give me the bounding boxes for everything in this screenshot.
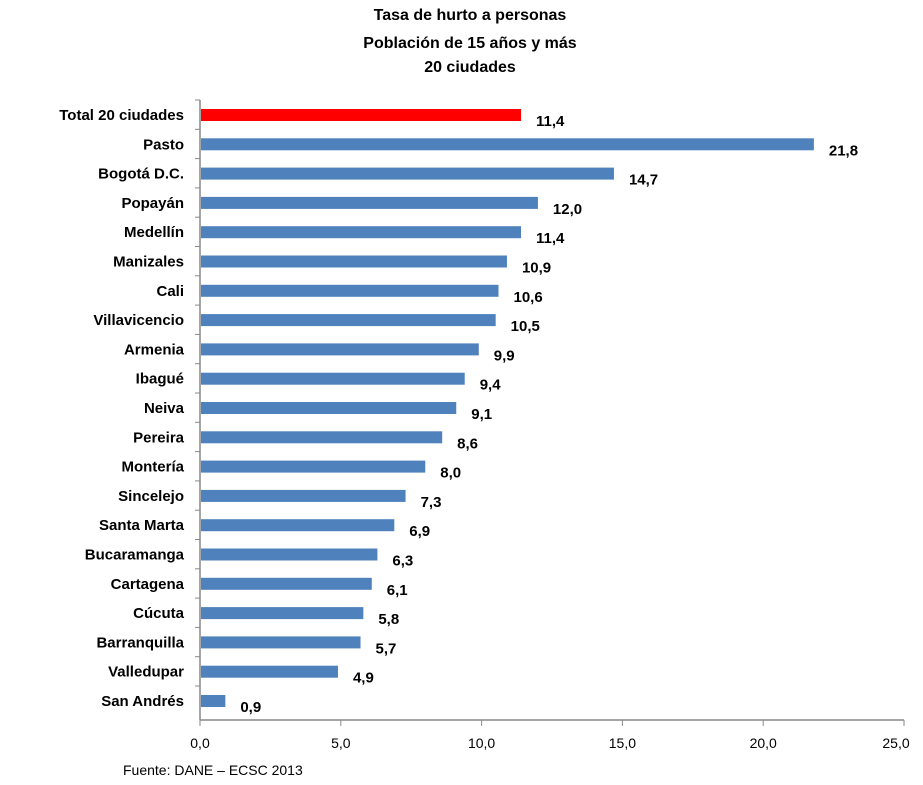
data-label: 12,0	[553, 201, 582, 218]
chart-title-line-2: Población de 15 años y más	[363, 35, 577, 52]
x-tick-label: 10,0	[468, 735, 495, 751]
category-label: Bogotá D.C.	[98, 166, 184, 183]
bar	[201, 284, 499, 297]
category-label: San Andrés	[101, 693, 184, 710]
category-label: Popayán	[121, 195, 184, 212]
bar	[201, 607, 364, 620]
data-label: 5,8	[378, 611, 399, 628]
chart-title-line-3: 20 ciudades	[424, 59, 516, 76]
data-label: 7,3	[421, 494, 442, 511]
bar	[201, 226, 522, 239]
category-label: Medellín	[124, 224, 184, 241]
bar	[201, 577, 372, 590]
bar	[201, 314, 496, 327]
category-label: Pasto	[143, 136, 184, 153]
data-label: 6,3	[392, 553, 413, 570]
x-tick-label: 20,0	[750, 735, 777, 751]
bar	[201, 372, 465, 385]
category-label: Valledupar	[108, 664, 184, 681]
data-label: 10,6	[513, 289, 542, 306]
x-tick-label: 15,0	[609, 735, 636, 751]
category-label: Cartagena	[111, 576, 185, 593]
bar	[201, 460, 426, 473]
category-label: Montería	[121, 459, 184, 476]
bar	[201, 109, 522, 121]
data-label: 4,9	[353, 670, 374, 687]
bar	[201, 167, 614, 180]
bar	[201, 695, 226, 707]
data-label: 11,4	[536, 230, 565, 247]
category-label: Pereira	[133, 429, 185, 446]
category-label: Manizales	[113, 254, 184, 271]
bar	[201, 489, 406, 502]
bar	[201, 431, 443, 444]
bar	[201, 138, 814, 151]
bar	[201, 636, 361, 649]
category-label: Bucaramanga	[85, 547, 185, 564]
data-label: 11,4	[536, 113, 565, 130]
data-label: 21,8	[829, 142, 858, 159]
category-label: Total 20 ciudades	[59, 107, 184, 124]
data-label: 9,1	[471, 406, 492, 423]
data-label: 8,6	[457, 435, 478, 452]
bar	[201, 196, 538, 209]
category-label: Sincelejo	[118, 488, 184, 505]
data-label: 6,1	[387, 582, 408, 599]
data-label: 10,9	[522, 260, 551, 277]
data-label: 9,4	[480, 377, 502, 394]
category-label: Cali	[156, 283, 184, 300]
chart-title-line-1: Tasa de hurto a personas	[373, 7, 567, 24]
data-label: 8,0	[440, 465, 461, 482]
x-tick-label: 5,0	[331, 735, 351, 751]
bar	[201, 519, 395, 532]
bar	[201, 343, 479, 356]
data-label: 0,9	[240, 699, 261, 716]
data-label: 10,5	[511, 318, 540, 335]
bar	[201, 665, 338, 678]
category-label: Cúcuta	[133, 605, 184, 622]
bar	[201, 402, 457, 414]
category-label: Neiva	[144, 400, 185, 417]
x-tick-label: 0,0	[190, 735, 210, 751]
category-label: Barranquilla	[96, 634, 184, 651]
bar	[201, 548, 378, 561]
data-label: 14,7	[629, 172, 658, 189]
category-label: Ibagué	[136, 371, 184, 388]
data-label: 6,9	[409, 523, 430, 540]
data-label: 5,7	[376, 640, 397, 657]
category-label: Villavicencio	[93, 312, 184, 329]
x-tick-label: 25,0	[882, 735, 909, 751]
bar	[201, 255, 507, 268]
data-label: 9,9	[494, 347, 515, 364]
category-label: Santa Marta	[99, 517, 185, 534]
source-note: Fuente: DANE – ECSC 2013	[123, 762, 303, 778]
category-label: Armenia	[124, 341, 185, 358]
